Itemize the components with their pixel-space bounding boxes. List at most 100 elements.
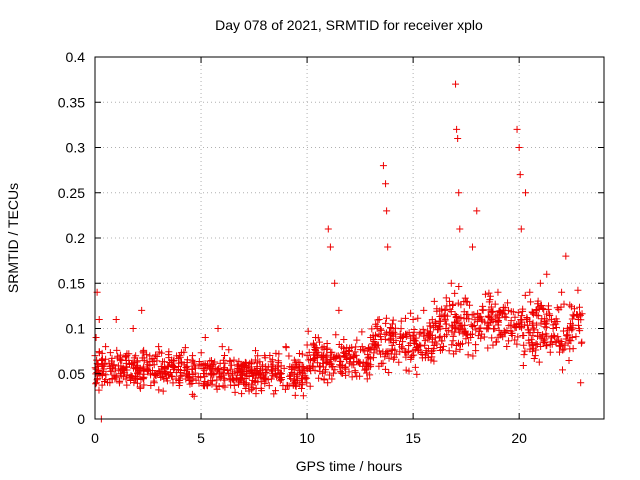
data-point xyxy=(478,315,486,323)
data-point xyxy=(398,343,406,351)
data-point xyxy=(176,379,184,387)
data-point xyxy=(281,385,289,393)
data-point xyxy=(276,377,284,385)
data-point xyxy=(435,322,443,330)
data-point xyxy=(529,319,537,327)
data-point xyxy=(389,316,397,324)
data-point xyxy=(494,321,502,329)
data-point xyxy=(351,348,359,356)
data-point xyxy=(284,382,292,390)
data-point xyxy=(219,382,227,390)
data-point xyxy=(493,338,501,346)
data-point xyxy=(319,356,327,364)
data-point xyxy=(182,370,190,378)
y-tick-label: 0.05 xyxy=(58,366,85,382)
data-point xyxy=(189,352,197,360)
data-point xyxy=(573,311,581,319)
data-point xyxy=(306,355,314,363)
data-point xyxy=(478,306,486,314)
data-point xyxy=(230,376,238,384)
data-point xyxy=(366,346,374,354)
data-point xyxy=(433,307,441,315)
data-point xyxy=(403,330,411,338)
data-point xyxy=(485,289,493,297)
data-point xyxy=(200,380,208,388)
data-point xyxy=(326,243,334,251)
data-point xyxy=(438,346,446,354)
data-point xyxy=(123,381,131,389)
data-point xyxy=(521,347,529,355)
data-point xyxy=(259,375,267,383)
data-point xyxy=(530,354,538,362)
data-point xyxy=(181,344,189,352)
data-point xyxy=(310,351,318,359)
data-point xyxy=(536,279,544,287)
data-point xyxy=(361,347,369,355)
data-point xyxy=(328,375,336,383)
data-point xyxy=(488,315,496,323)
data-point xyxy=(514,309,522,317)
data-point xyxy=(472,341,480,349)
data-point xyxy=(375,315,383,323)
data-point xyxy=(95,386,103,394)
data-point xyxy=(488,308,496,316)
data-point xyxy=(214,325,222,332)
data-point xyxy=(121,369,129,377)
data-point xyxy=(407,353,415,361)
data-point xyxy=(426,328,434,336)
data-point xyxy=(384,243,392,251)
data-point xyxy=(534,312,542,320)
data-point xyxy=(565,357,573,365)
data-point xyxy=(313,344,321,352)
data-point xyxy=(440,342,448,350)
data-point xyxy=(158,368,166,376)
data-point xyxy=(351,368,359,376)
data-point xyxy=(335,306,343,314)
data-point xyxy=(379,348,387,356)
data-point xyxy=(92,379,100,387)
data-point xyxy=(228,361,236,369)
data-point xyxy=(200,366,208,374)
data-point xyxy=(375,362,383,370)
data-point xyxy=(253,363,261,371)
data-point xyxy=(577,339,585,347)
data-point xyxy=(375,330,383,338)
axis-ticks: 0 5 10 15 20 0 0.05 0.1 0.15 0.2 0.25 0.3 0.35 0.4 xyxy=(58,49,604,446)
data-point xyxy=(543,310,551,318)
data-point xyxy=(419,325,427,333)
data-point xyxy=(560,345,568,353)
data-point xyxy=(513,340,521,348)
data-point xyxy=(559,327,567,335)
data-point xyxy=(309,363,317,371)
data-point xyxy=(533,332,541,340)
data-point xyxy=(517,322,525,330)
data-point xyxy=(539,331,547,339)
data-point xyxy=(490,325,498,333)
data-point xyxy=(150,377,158,385)
data-point xyxy=(372,332,380,340)
data-point xyxy=(442,320,450,328)
data-point xyxy=(489,307,497,315)
data-point xyxy=(409,315,417,323)
data-point xyxy=(572,333,580,341)
data-point xyxy=(358,343,366,351)
y-axis-label: SRMTID / TECUs xyxy=(5,183,21,293)
data-point xyxy=(368,325,376,333)
data-point xyxy=(303,352,311,360)
data-point xyxy=(543,270,551,278)
data-point xyxy=(303,341,311,349)
data-point xyxy=(421,337,429,345)
data-point xyxy=(102,355,110,363)
data-point xyxy=(541,323,549,331)
data-point xyxy=(133,358,141,366)
y-tick-label: 0.1 xyxy=(66,321,86,337)
data-point xyxy=(357,346,365,354)
data-point xyxy=(182,363,190,371)
data-point xyxy=(164,362,172,370)
data-point xyxy=(503,326,511,334)
data-point xyxy=(332,354,340,362)
data-point xyxy=(413,370,421,378)
data-point xyxy=(168,373,176,381)
data-point xyxy=(261,380,269,388)
data-point xyxy=(330,369,338,377)
